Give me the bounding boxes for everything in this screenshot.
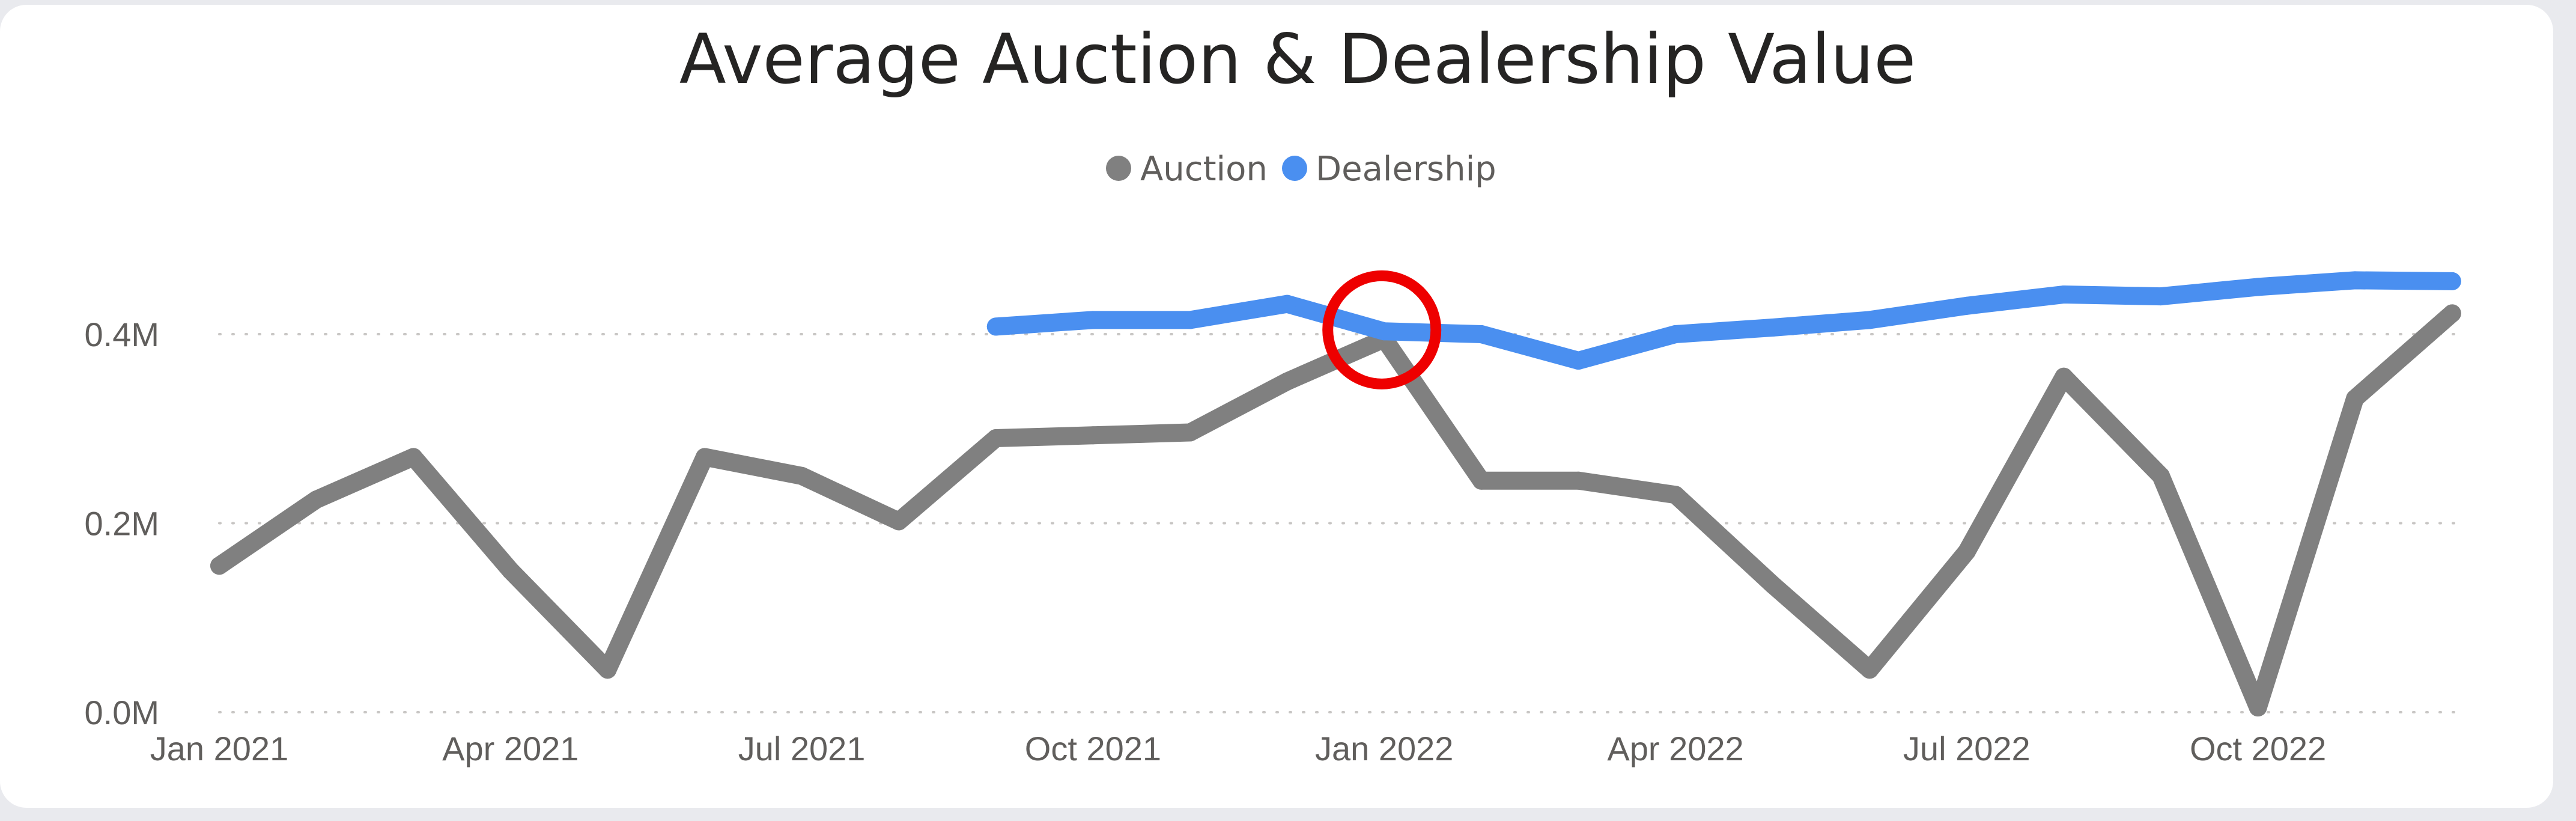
- data-point-dealership[interactable]: [2249, 278, 2267, 296]
- data-point-auction[interactable]: [501, 561, 520, 580]
- data-point-auction[interactable]: [598, 661, 617, 679]
- series-lines: [210, 271, 2461, 717]
- data-point-auction[interactable]: [1472, 471, 1490, 490]
- x-tick-label: Jan 2022: [1315, 730, 1453, 768]
- x-axis: Jan 2021 Apr 2021 Jul 2021 Oct 2021 Jan 2022…: [150, 730, 2326, 768]
- data-point-auction[interactable]: [1957, 542, 1976, 561]
- data-point-dealership[interactable]: [986, 317, 1005, 336]
- x-tick-label: Jul 2022: [1903, 730, 2031, 768]
- data-point-auction[interactable]: [2443, 304, 2461, 323]
- data-point-auction[interactable]: [2055, 367, 2073, 386]
- x-tick-label: Oct 2021: [1025, 730, 1161, 768]
- highlight-circle: [1322, 270, 1442, 389]
- y-axis: 0.0M 0.2M 0.4M: [85, 316, 160, 731]
- series-line-auction[interactable]: [210, 304, 2461, 717]
- data-point-dealership[interactable]: [1375, 322, 1394, 341]
- data-point-dealership[interactable]: [1084, 311, 1102, 329]
- x-tick-label: Apr 2021: [442, 730, 579, 768]
- data-point-dealership[interactable]: [1472, 325, 1490, 343]
- annotations: [1322, 270, 1442, 389]
- data-point-dealership[interactable]: [1861, 311, 1879, 329]
- data-point-auction[interactable]: [1084, 426, 1102, 445]
- data-point-auction[interactable]: [1666, 486, 1684, 504]
- data-point-auction[interactable]: [2249, 698, 2267, 717]
- legend-marker-auction: [1106, 156, 1131, 181]
- data-point-auction[interactable]: [2346, 389, 2365, 407]
- data-point-auction[interactable]: [1861, 661, 1879, 679]
- data-point-auction[interactable]: [2152, 466, 2170, 485]
- data-point-auction[interactable]: [1763, 575, 1782, 594]
- data-point-auction[interactable]: [307, 490, 326, 509]
- data-point-dealership[interactable]: [1666, 325, 1684, 343]
- data-point-dealership[interactable]: [1957, 296, 1976, 315]
- chart-title: Average Auction & Dealership Value: [679, 19, 1916, 99]
- data-point-dealership[interactable]: [1278, 295, 1296, 313]
- data-point-auction[interactable]: [1181, 423, 1199, 442]
- data-point-dealership[interactable]: [1763, 318, 1782, 337]
- gridlines: [218, 333, 2458, 713]
- data-point-auction[interactable]: [404, 448, 423, 466]
- data-point-dealership[interactable]: [2152, 287, 2170, 306]
- legend: Auction Dealership: [1106, 150, 1496, 189]
- y-tick-label: 0.4M: [85, 316, 160, 353]
- legend-marker-dealership: [1282, 156, 1307, 181]
- data-point-auction[interactable]: [890, 512, 908, 531]
- x-tick-label: Jul 2021: [738, 730, 866, 768]
- y-tick-label: 0.0M: [85, 694, 160, 731]
- data-point-dealership[interactable]: [2346, 271, 2365, 290]
- data-point-dealership[interactable]: [1181, 311, 1199, 329]
- data-point-auction[interactable]: [986, 429, 1005, 447]
- data-point-dealership[interactable]: [2055, 285, 2073, 304]
- data-point-dealership[interactable]: [1569, 352, 1588, 370]
- series-line-dealership[interactable]: [986, 271, 2461, 370]
- data-point-dealership[interactable]: [2443, 272, 2461, 290]
- data-point-auction[interactable]: [696, 448, 714, 466]
- line-chart: Average Auction & Dealership Value Aucti…: [85, 19, 2461, 768]
- data-point-auction[interactable]: [210, 557, 228, 575]
- y-tick-label: 0.2M: [85, 505, 160, 543]
- x-tick-label: Jan 2021: [150, 730, 288, 768]
- legend-label-auction[interactable]: Auction: [1140, 150, 1268, 189]
- data-point-auction[interactable]: [1278, 372, 1296, 391]
- x-tick-label: Apr 2022: [1607, 730, 1743, 768]
- x-tick-label: Oct 2022: [2190, 730, 2326, 768]
- data-point-auction[interactable]: [792, 466, 811, 485]
- data-point-auction[interactable]: [1569, 471, 1588, 490]
- chart-card: Average Auction & Dealership Value Aucti…: [0, 5, 2553, 808]
- legend-label-dealership[interactable]: Dealership: [1316, 150, 1496, 189]
